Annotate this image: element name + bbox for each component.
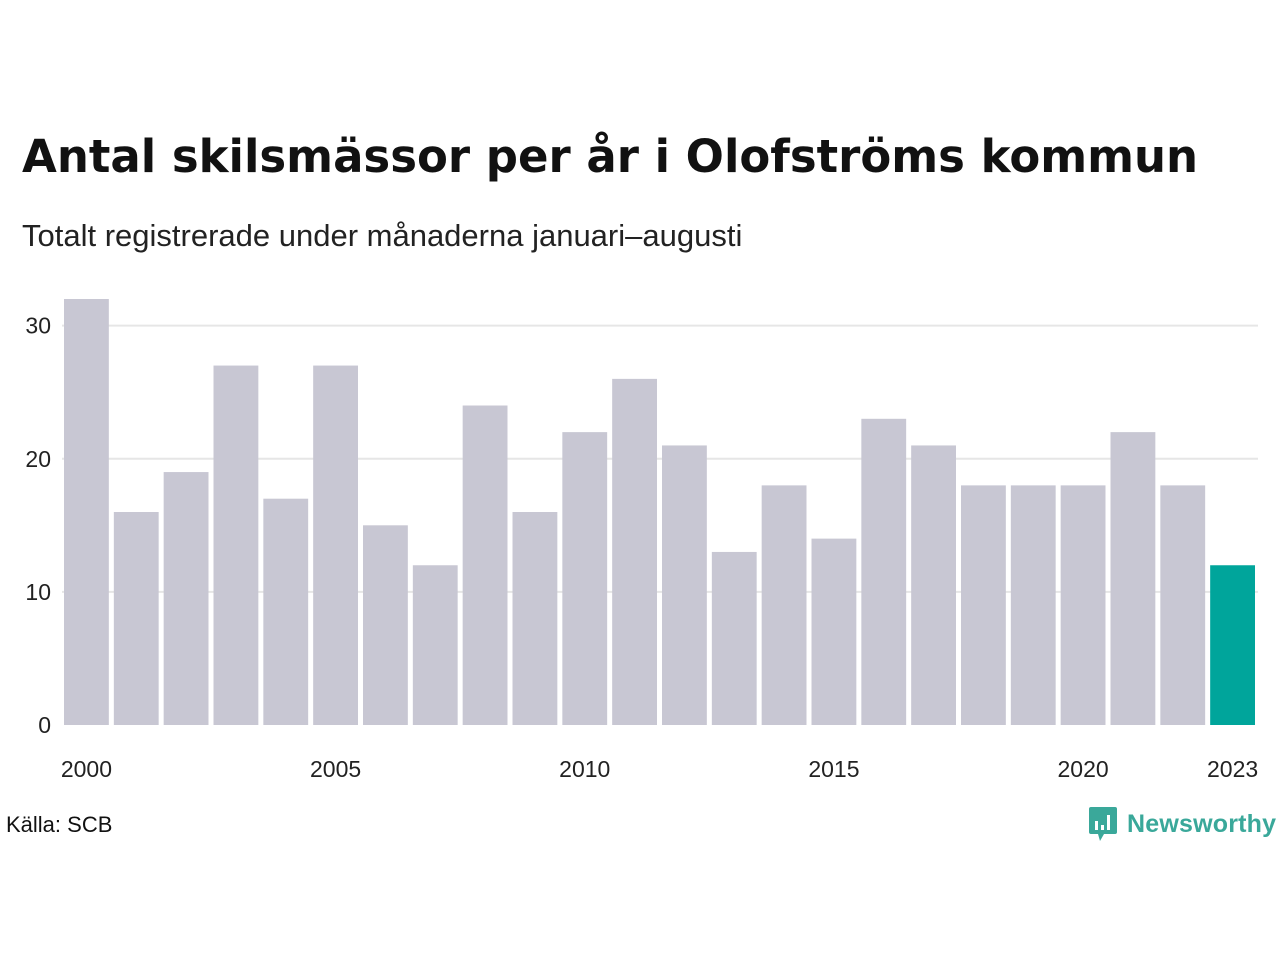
bar-2006 (363, 525, 408, 725)
bar-2010 (562, 432, 608, 725)
chart-title: Antal skilsmässor per år i Olofströms ko… (22, 130, 1199, 183)
bar-chart: 0 10 20 30 2000 2005 2010 2015 2020 2023 (25, 299, 1258, 782)
y-tick-label: 30 (25, 313, 51, 339)
source-note: Källa: SCB (6, 812, 113, 837)
bar-2023 (1210, 565, 1255, 725)
bar-2011 (612, 378, 657, 725)
bar-2000 (64, 299, 109, 725)
y-tick-label: 10 (25, 579, 51, 605)
bar-2014 (761, 485, 807, 725)
bar-2015 (811, 538, 857, 725)
bar-2004 (263, 498, 309, 725)
chart-subtitle: Totalt registrerade under månaderna janu… (22, 218, 743, 253)
bar-2022 (1160, 485, 1206, 725)
bar-2018 (961, 485, 1006, 725)
bar-2009 (512, 512, 558, 725)
x-tick-label: 2020 (1057, 756, 1108, 782)
bar-2003 (213, 365, 259, 725)
y-tick-label: 0 (38, 712, 51, 738)
bar-2001 (113, 512, 159, 725)
brand-name: Newsworthy (1127, 809, 1277, 838)
y-tick-label: 20 (25, 446, 51, 472)
bar-2007 (412, 565, 458, 725)
bar-2017 (911, 445, 956, 725)
bar-2021 (1110, 432, 1156, 725)
newsworthy-icon (1089, 807, 1117, 841)
bar-2013 (711, 551, 757, 725)
bar-2008 (462, 405, 508, 725)
bar-2012 (662, 445, 707, 725)
bar-2016 (861, 418, 907, 725)
x-tick-label: 2000 (61, 756, 112, 782)
x-tick-label: 2010 (559, 756, 610, 782)
bar-2002 (163, 472, 209, 725)
x-tick-label: 2023 (1207, 756, 1258, 782)
x-tick-label: 2005 (310, 756, 361, 782)
bar-2019 (1010, 485, 1056, 725)
bar-2005 (313, 365, 358, 725)
brand-logo: Newsworthy (1088, 804, 1276, 844)
bar-2020 (1060, 485, 1106, 725)
x-tick-label: 2015 (808, 756, 859, 782)
